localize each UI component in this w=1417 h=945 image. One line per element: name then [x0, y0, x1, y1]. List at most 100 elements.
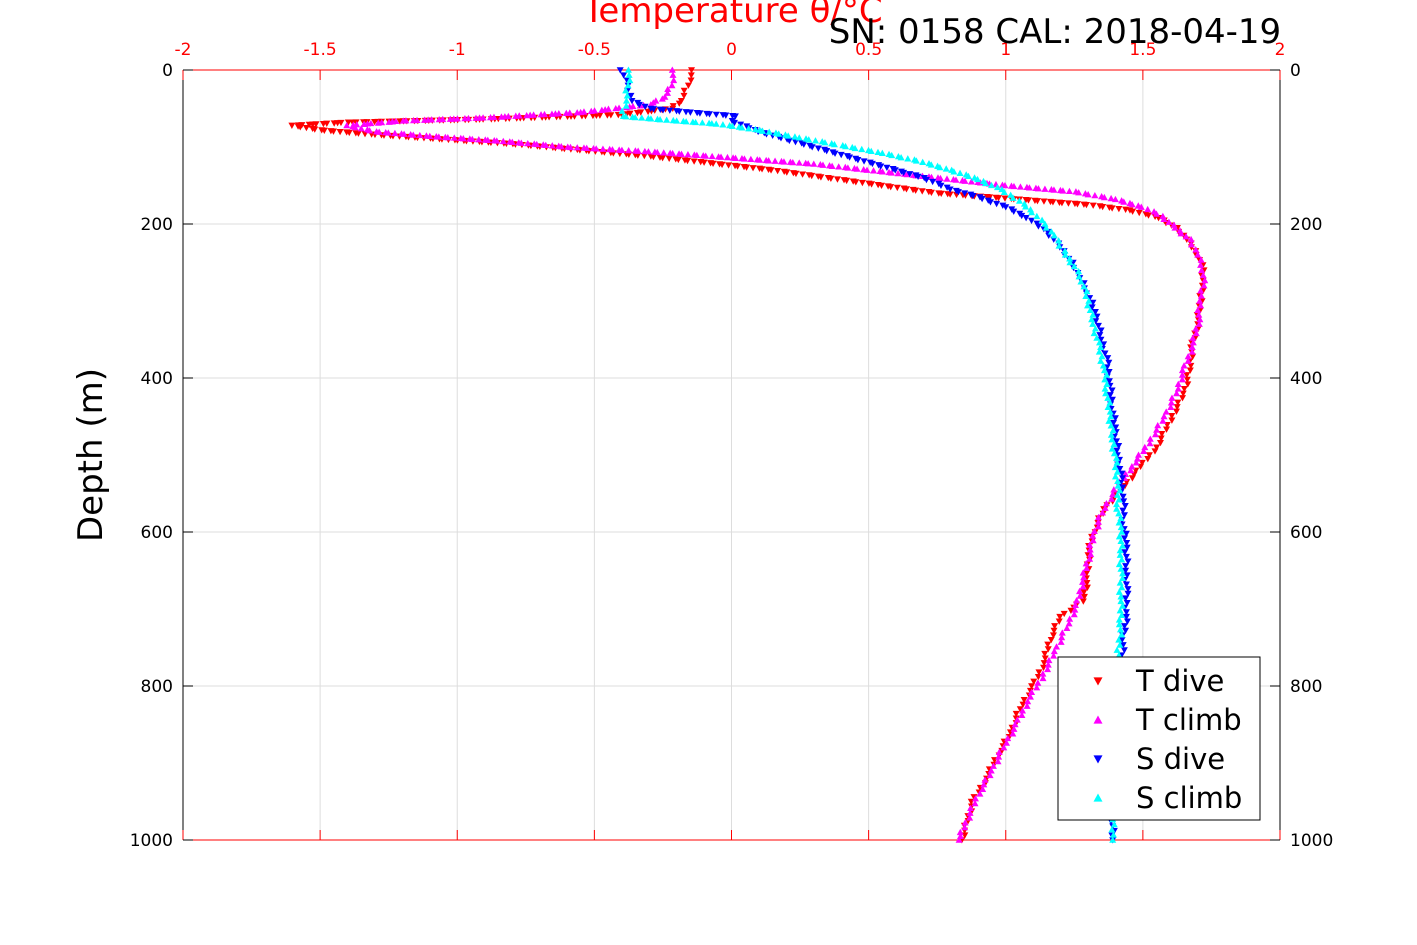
data-marker	[1103, 371, 1111, 378]
data-marker	[1116, 626, 1124, 633]
data-marker	[311, 126, 319, 133]
data-marker	[817, 174, 825, 181]
data-marker	[1009, 194, 1017, 201]
data-marker	[1146, 435, 1154, 442]
data-marker	[1057, 638, 1065, 645]
data-marker	[1101, 376, 1109, 383]
data-marker	[1050, 186, 1058, 193]
data-marker	[599, 145, 607, 152]
data-marker	[709, 160, 717, 167]
data-marker	[409, 116, 417, 124]
data-marker	[1196, 315, 1204, 323]
data-marker	[1097, 336, 1105, 343]
data-marker	[1119, 542, 1127, 549]
data-marker	[1051, 623, 1059, 630]
data-marker	[1066, 259, 1074, 266]
data-marker	[573, 109, 581, 116]
data-marker	[810, 160, 818, 167]
data-marker	[1003, 739, 1011, 746]
data-marker	[1071, 606, 1079, 613]
data-marker	[956, 169, 964, 176]
data-marker	[1053, 643, 1061, 650]
data-marker	[1168, 417, 1176, 424]
data-marker	[1104, 355, 1112, 362]
data-marker	[1033, 684, 1041, 691]
data-marker	[1002, 204, 1010, 211]
data-marker	[1039, 674, 1047, 682]
data-marker	[1065, 620, 1073, 627]
data-marker	[598, 106, 606, 113]
data-marker	[1104, 394, 1112, 401]
data-marker	[1050, 627, 1058, 635]
data-marker	[943, 184, 951, 191]
data-marker	[1086, 306, 1094, 314]
data-marker	[1033, 198, 1041, 205]
data-marker	[844, 164, 852, 171]
y-tick-label-left: 1000	[130, 831, 173, 851]
data-marker	[583, 144, 591, 151]
data-marker	[1182, 233, 1190, 240]
data-marker	[1117, 565, 1125, 572]
data-marker	[819, 161, 827, 168]
data-marker	[979, 785, 987, 792]
data-marker	[877, 163, 885, 170]
data-marker	[344, 119, 352, 126]
data-marker	[1041, 220, 1049, 227]
data-marker	[888, 169, 896, 176]
data-marker	[791, 139, 799, 146]
data-marker	[1119, 475, 1127, 482]
data-marker	[1101, 385, 1109, 392]
data-marker	[1144, 205, 1152, 213]
data-marker	[1073, 201, 1081, 208]
data-marker	[1076, 592, 1084, 599]
data-marker	[1194, 306, 1202, 314]
data-marker	[1151, 430, 1159, 438]
x-tick-label: 1.5	[1129, 40, 1156, 60]
data-marker	[302, 124, 310, 132]
data-marker	[792, 170, 800, 178]
data-marker	[1117, 537, 1125, 545]
data-marker	[1122, 609, 1130, 616]
data-marker	[1024, 197, 1032, 204]
data-marker	[1117, 597, 1125, 605]
data-marker	[1061, 247, 1069, 254]
data-marker	[1197, 287, 1205, 294]
data-marker	[1117, 514, 1125, 521]
data-marker	[684, 157, 692, 165]
data-marker	[1111, 463, 1119, 471]
data-marker	[987, 181, 995, 189]
data-marker	[446, 115, 454, 122]
data-marker	[450, 134, 458, 141]
data-marker	[1116, 466, 1124, 473]
data-marker	[1082, 292, 1090, 299]
data-marker	[900, 169, 908, 177]
series-s-climb	[618, 66, 1127, 843]
data-marker	[523, 111, 531, 119]
data-marker	[1019, 707, 1027, 714]
data-marker	[391, 129, 399, 137]
data-marker	[919, 158, 927, 165]
data-marker	[1133, 455, 1141, 462]
data-marker	[1178, 366, 1186, 374]
data-marker	[835, 163, 843, 170]
data-marker	[986, 199, 994, 206]
data-marker	[375, 128, 383, 135]
data-marker	[914, 173, 922, 181]
data-marker	[758, 127, 766, 134]
data-marker	[384, 129, 392, 136]
data-marker	[1144, 456, 1152, 463]
data-marker	[1160, 215, 1168, 222]
data-marker	[1118, 583, 1126, 591]
data-marker	[982, 179, 990, 187]
data-marker	[927, 161, 935, 168]
data-marker	[616, 67, 624, 74]
data-marker	[961, 823, 969, 831]
data-marker	[1146, 439, 1154, 447]
data-marker	[1095, 339, 1103, 346]
data-marker	[1167, 399, 1175, 406]
data-marker	[1040, 198, 1048, 205]
data-marker	[692, 118, 700, 126]
data-marker	[1015, 197, 1023, 204]
data-marker	[1111, 195, 1119, 203]
data-marker	[1120, 512, 1128, 519]
